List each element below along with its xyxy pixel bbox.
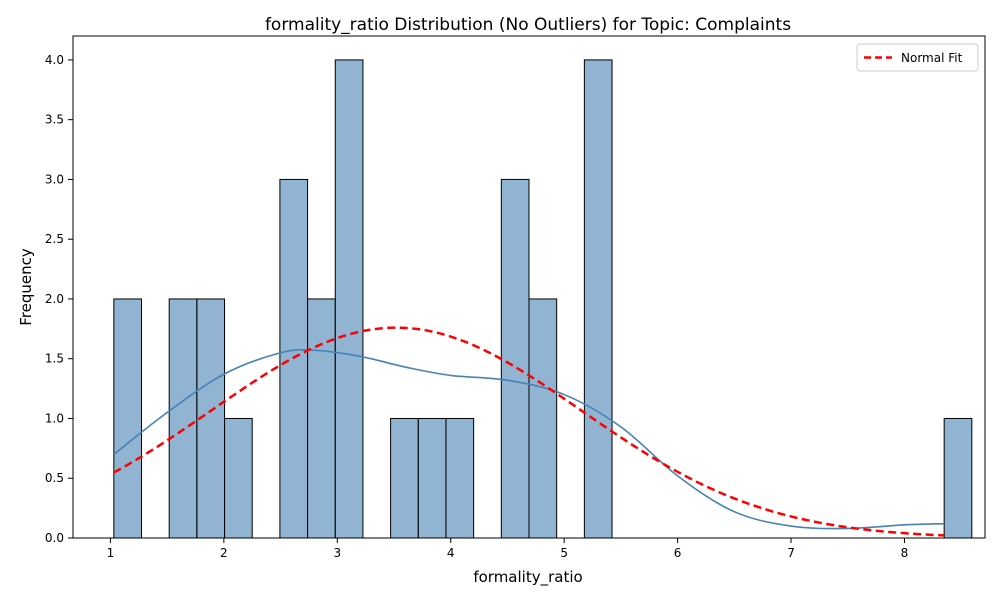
y-tick-label: 0.0 bbox=[45, 531, 64, 545]
histogram-bar bbox=[417, 417, 447, 539]
y-axis-label: Frequency bbox=[17, 248, 35, 326]
x-tick-label: 4 bbox=[447, 546, 455, 560]
legend: Normal Fit bbox=[856, 43, 979, 72]
legend-normal-fit-label: Normal Fit bbox=[901, 51, 963, 65]
histogram-bar bbox=[528, 298, 558, 539]
curve-layer bbox=[113, 326, 945, 537]
x-tick-label: 8 bbox=[901, 546, 909, 560]
y-tick-label: 3.5 bbox=[45, 113, 64, 127]
histogram-bar bbox=[390, 417, 419, 539]
histogram-bar bbox=[224, 417, 253, 539]
x-axis-ticks: 1 2 3 4 5 6 7 8 bbox=[107, 538, 909, 560]
y-tick-label: 1.5 bbox=[45, 352, 64, 366]
x-axis-label: formality_ratio bbox=[473, 568, 582, 587]
histogram-bars bbox=[113, 59, 973, 539]
histogram-bar bbox=[168, 298, 198, 539]
histogram-bar bbox=[445, 417, 475, 539]
histogram-bar bbox=[307, 298, 336, 539]
histogram-bar bbox=[113, 298, 143, 539]
legend-box bbox=[856, 43, 979, 72]
plot-frame bbox=[72, 35, 986, 539]
y-tick-label: 2.5 bbox=[45, 232, 64, 246]
y-tick-label: 0.5 bbox=[45, 471, 64, 485]
x-tick-label: 6 bbox=[674, 546, 682, 560]
y-axis-ticks: 0.0 0.5 1.0 1.5 2.0 2.5 3.0 3.5 4.0 bbox=[45, 53, 73, 545]
x-tick-label: 5 bbox=[560, 546, 568, 560]
x-tick-label: 3 bbox=[333, 546, 341, 560]
y-tick-label: 3.0 bbox=[45, 172, 64, 186]
x-tick-label: 2 bbox=[220, 546, 228, 560]
histogram-bar bbox=[334, 59, 364, 539]
y-tick-label: 4.0 bbox=[45, 53, 64, 67]
histogram-bar bbox=[500, 178, 530, 539]
chart-title: formality_ratio Distribution (No Outlier… bbox=[265, 15, 791, 35]
normal-fit-curve bbox=[113, 326, 945, 537]
x-tick-label: 7 bbox=[787, 546, 795, 560]
x-tick-label: 1 bbox=[107, 546, 115, 560]
y-tick-label: 2.0 bbox=[45, 292, 64, 306]
histogram-bar bbox=[943, 417, 973, 539]
histogram-bar bbox=[583, 59, 613, 539]
kde-curve bbox=[113, 348, 945, 530]
y-tick-label: 1.0 bbox=[45, 411, 64, 425]
